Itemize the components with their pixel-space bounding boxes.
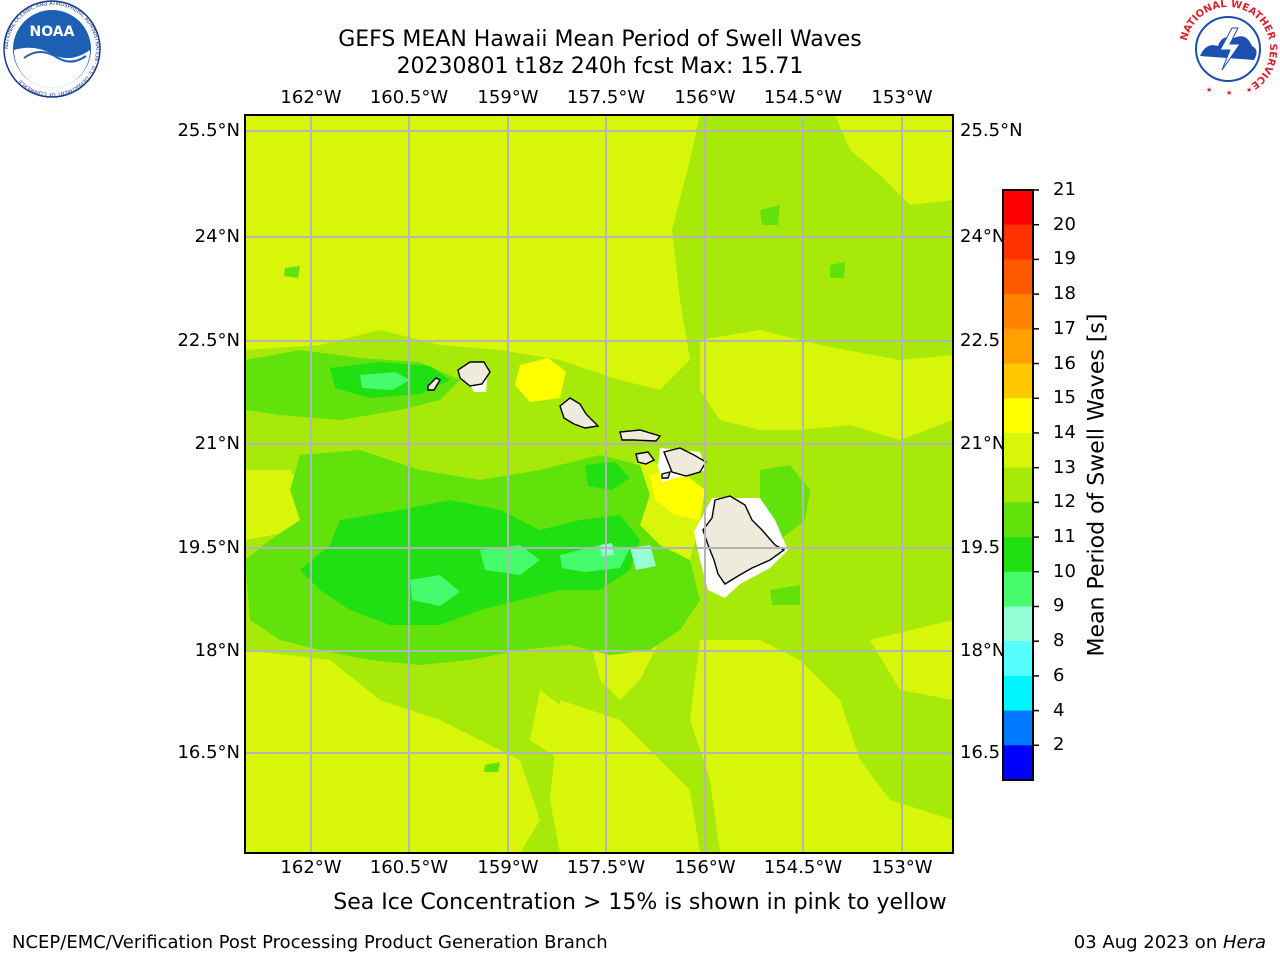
island-molokai [619, 429, 662, 442]
colorbar-swatch [1003, 537, 1033, 573]
colorbar-level-label: 14 [1053, 421, 1076, 443]
island-hawaii [702, 495, 786, 585]
island-kauai [457, 361, 491, 387]
lon-tick-bottom: 156°W [674, 857, 736, 878]
lon-tick-bottom: 157.5°W [566, 857, 646, 878]
colorbar-swatch [1003, 363, 1033, 399]
colorbar-level-label: 11 [1053, 526, 1076, 548]
map-frame [244, 114, 954, 854]
lat-tick-left: 16.5°N [177, 742, 240, 763]
colorbar-swatch [1003, 606, 1033, 642]
colorbar-swatch [1003, 641, 1033, 677]
band-14-15 [245, 115, 953, 853]
lon-tick-top: 154.5°W [763, 87, 843, 108]
band-10-11 [360, 372, 630, 606]
colorbar-level-label: 19 [1053, 248, 1076, 270]
island-maui [663, 447, 707, 477]
colorbar-swatch [1003, 190, 1033, 226]
lon-tick-top: 159°W [477, 87, 539, 108]
lat-tick-left: 18°N [194, 640, 240, 661]
colorbar-level-label: 12 [1053, 491, 1076, 513]
noaa-logo: NATIONAL OCEANIC AND ATMOSPHERIC ADMINIS… [3, 0, 101, 98]
island-oahu [559, 397, 600, 429]
colorbar-swatch [1003, 502, 1033, 538]
colorbar-level-label: 13 [1053, 456, 1076, 478]
islands [427, 361, 786, 585]
lat-tick-left: 25.5°N [177, 120, 240, 141]
footer-credit: NCEP/EMC/Verification Post Processing Pr… [12, 932, 608, 953]
lon-tick-bottom: 160.5°W [369, 857, 449, 878]
contour-field [245, 115, 953, 853]
colorbar [1002, 189, 1039, 781]
svg-text:★: ★ [1206, 86, 1212, 94]
footer-date-text: 03 Aug 2023 on [1073, 932, 1223, 953]
lon-tick-top: 156°W [674, 87, 736, 108]
lon-tick-bottom: 159°W [477, 857, 539, 878]
lon-tick-top: 153°W [871, 87, 933, 108]
colorbar-level-label: 15 [1053, 387, 1076, 409]
lat-tick-left: 21°N [194, 433, 240, 454]
lon-tick-bottom: 154.5°W [763, 857, 843, 878]
chart-title: GEFS MEAN Hawaii Mean Period of Swell Wa… [338, 27, 862, 52]
colorbar-level-label: 6 [1053, 664, 1065, 686]
colorbar-level-label: 2 [1053, 734, 1065, 756]
colorbar-swatch [1003, 328, 1033, 365]
colorbar-level-label: 10 [1053, 560, 1076, 582]
footer-date: 03 Aug 2023 on Hera [1074, 932, 1266, 953]
lat-tick-left: 24°N [194, 226, 240, 247]
colorbar-level-label: 4 [1053, 699, 1065, 721]
lat-tick-right: 19.5 [960, 537, 1001, 558]
colorbar-swatch [1003, 432, 1033, 469]
colorbar-level-label: 8 [1053, 630, 1065, 652]
footer-host: Hera [1222, 932, 1266, 953]
colorbar-swatch [1003, 259, 1033, 295]
colorbar-swatch [1003, 294, 1033, 330]
colorbar-level-label: 21 [1053, 179, 1076, 200]
colorbar-level-label: 20 [1053, 213, 1076, 235]
colorbar-level-label: 17 [1053, 317, 1076, 339]
lat-tick-right: 21°N [960, 433, 1006, 454]
sea-ice-note: Sea Ice Concentration > 15% is shown in … [333, 890, 947, 915]
noaa-logo-text: NOAA [30, 24, 75, 40]
colorbar-level-label: 9 [1053, 595, 1065, 617]
lat-tick-right: 16.5 [960, 742, 1001, 763]
colorbar-swatch [1003, 398, 1033, 434]
nws-logo: NATIONAL WEATHER SERVICE ★ ★ ★ [1179, 0, 1278, 97]
lon-tick-top: 160.5°W [369, 87, 449, 108]
lat-tick-left: 22.5°N [177, 330, 240, 351]
lat-tick-left: 19.5°N [177, 537, 240, 558]
lon-tick-top: 162°W [280, 87, 342, 108]
band-11-12 [300, 362, 640, 625]
lon-tick-top: 157.5°W [566, 87, 646, 108]
lat-tick-right: 24°N [960, 226, 1006, 247]
band-15-16 [515, 358, 705, 520]
colorbar-swatch [1003, 675, 1033, 712]
colorbar-level-label: 16 [1053, 352, 1076, 374]
colorbar-swatch [1003, 710, 1033, 746]
colorbar-title: Mean Period of Swell Waves [s] [1084, 313, 1110, 657]
lon-tick-bottom: 153°W [871, 857, 933, 878]
colorbar-swatch [1003, 571, 1033, 607]
colorbar-swatch [1003, 224, 1033, 260]
lat-tick-right: 25.5°N [960, 120, 1023, 141]
colorbar-swatch [1003, 745, 1033, 781]
island-niihau [427, 377, 441, 391]
island-kahoolawe [661, 471, 672, 479]
graticule [245, 115, 953, 853]
lat-tick-right: 18°N [960, 640, 1006, 661]
colorbar-level-label: 18 [1053, 283, 1076, 305]
island-lanai [635, 451, 656, 465]
svg-text:★: ★ [1246, 86, 1252, 94]
colorbar-frame [1002, 189, 1034, 781]
lon-tick-bottom: 162°W [280, 857, 342, 878]
svg-text:★: ★ [1226, 89, 1232, 97]
chart-subtitle: 20230801 t18z 240h fcst Max: 15.71 [396, 54, 804, 79]
colorbar-swatch [1003, 467, 1033, 503]
lat-tick-right: 22.5 [960, 330, 1001, 351]
